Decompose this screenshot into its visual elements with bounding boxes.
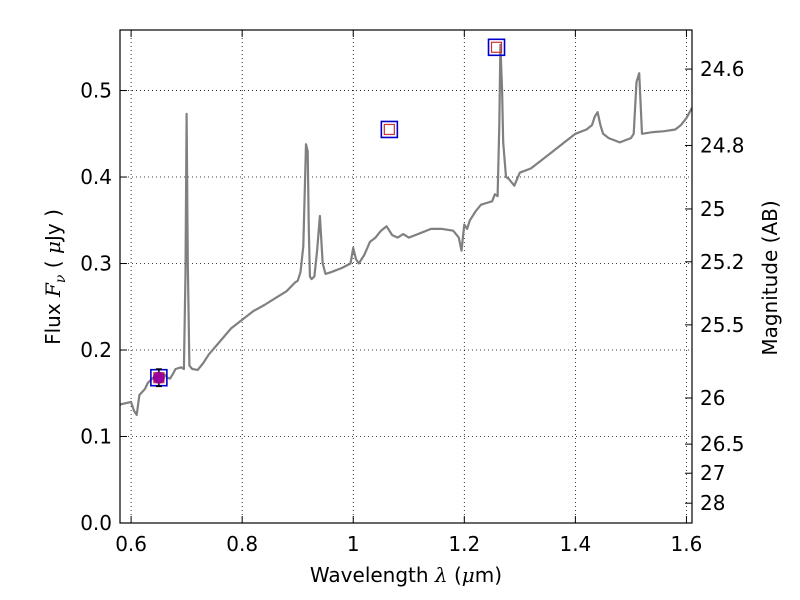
y-tick-label: 0.4: [80, 165, 112, 189]
y2-tick-label: 25: [700, 197, 725, 221]
y2-tick-label: 24.8: [700, 133, 745, 157]
y-tick-label: 0.5: [80, 79, 112, 103]
spectrum-layer: [120, 43, 692, 416]
y-tick-label: 0.1: [80, 425, 112, 449]
y-axis-ticks: 0.0 0.1 0.2 0.3 0.4 0.5: [80, 79, 127, 535]
y2-axis-ticks: 24.6 24.8 25 25.2 25.5 26 26.5 27 28: [685, 57, 745, 515]
y2-tick-label: 28: [700, 491, 725, 515]
y2-tick-label: 24.6: [700, 57, 745, 81]
spectrum-line: [120, 43, 692, 416]
y2-axis-label: Magnitude (AB): [758, 200, 782, 355]
x-tick-label: 0.8: [226, 532, 258, 556]
grid-lines: [120, 30, 692, 524]
y2-tick-label: 26: [700, 386, 725, 410]
photometry-square-outer: [487, 38, 506, 57]
y-axis-label: Flux Fν ( μJy ): [41, 209, 69, 345]
y2-tick-label: 26.5: [700, 432, 745, 456]
measured-point: [152, 371, 165, 384]
x-tick-label: 0.6: [115, 532, 147, 556]
photometry-square-outer: [380, 120, 399, 139]
x-tick-label: 1.6: [671, 532, 703, 556]
y-tick-label: 0.2: [80, 338, 112, 362]
y2-tick-label: 27: [700, 461, 725, 485]
photometry-square-inner: [383, 123, 395, 136]
y-tick-label: 0.0: [80, 511, 112, 535]
y2-tick-label: 25.5: [700, 313, 745, 337]
x-tick-label: 1: [347, 532, 360, 556]
x-axis-ticks: 0.6 0.8 1 1.2 1.4 1.6: [115, 30, 702, 556]
photometry-square-inner: [490, 41, 503, 53]
y2-tick-label: 25.2: [700, 250, 745, 274]
x-axis-label: Wavelength λ (μm): [310, 563, 502, 587]
plot-frame: [119, 29, 693, 524]
x-tick-label: 1.4: [559, 532, 591, 556]
photometry-markers: [150, 38, 506, 388]
y-tick-label: 0.3: [80, 252, 112, 276]
x-tick-label: 1.2: [448, 532, 480, 556]
